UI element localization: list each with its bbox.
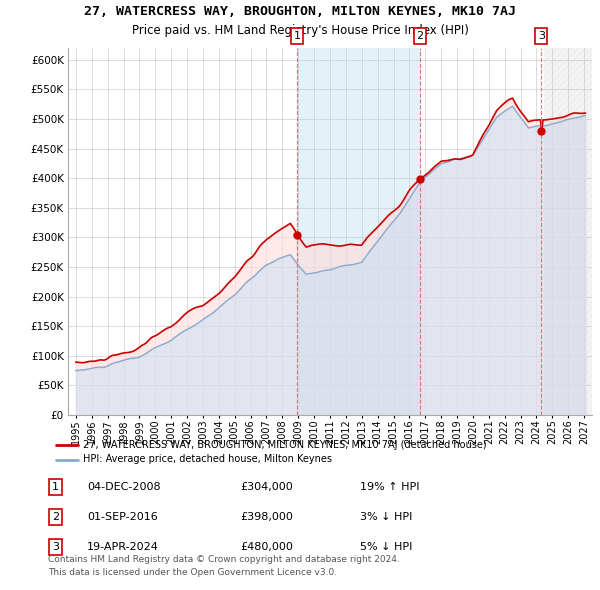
Text: 2: 2 [52, 512, 59, 522]
Text: 2: 2 [416, 31, 424, 41]
Text: 3: 3 [538, 31, 545, 41]
Text: 27, WATERCRESS WAY, BROUGHTON, MILTON KEYNES, MK10 7AJ: 27, WATERCRESS WAY, BROUGHTON, MILTON KE… [84, 5, 516, 18]
Text: 1: 1 [293, 31, 301, 41]
Text: £304,000: £304,000 [240, 482, 293, 492]
Text: 5% ↓ HPI: 5% ↓ HPI [360, 542, 412, 552]
Text: 19-APR-2024: 19-APR-2024 [87, 542, 159, 552]
Text: 19% ↑ HPI: 19% ↑ HPI [360, 482, 419, 492]
Text: 3: 3 [52, 542, 59, 552]
Bar [297, 48, 420, 415]
Text: 3% ↓ HPI: 3% ↓ HPI [360, 512, 412, 522]
Text: 01-SEP-2016: 01-SEP-2016 [87, 512, 158, 522]
Text: HPI: Average price, detached house, Milton Keynes: HPI: Average price, detached house, Milt… [83, 454, 332, 464]
Text: £398,000: £398,000 [240, 512, 293, 522]
Text: 04-DEC-2008: 04-DEC-2008 [87, 482, 161, 492]
Bar [544, 48, 592, 415]
Text: 1: 1 [52, 482, 59, 492]
Text: 27, WATERCRESS WAY, BROUGHTON, MILTON KEYNES, MK10 7AJ (detached house): 27, WATERCRESS WAY, BROUGHTON, MILTON KE… [83, 440, 487, 450]
Text: Price paid vs. HM Land Registry's House Price Index (HPI): Price paid vs. HM Land Registry's House … [131, 24, 469, 37]
Text: This data is licensed under the Open Government Licence v3.0.: This data is licensed under the Open Gov… [48, 568, 337, 577]
Bar [544, 48, 592, 415]
Text: Contains HM Land Registry data © Crown copyright and database right 2024.: Contains HM Land Registry data © Crown c… [48, 555, 400, 564]
Text: £480,000: £480,000 [240, 542, 293, 552]
